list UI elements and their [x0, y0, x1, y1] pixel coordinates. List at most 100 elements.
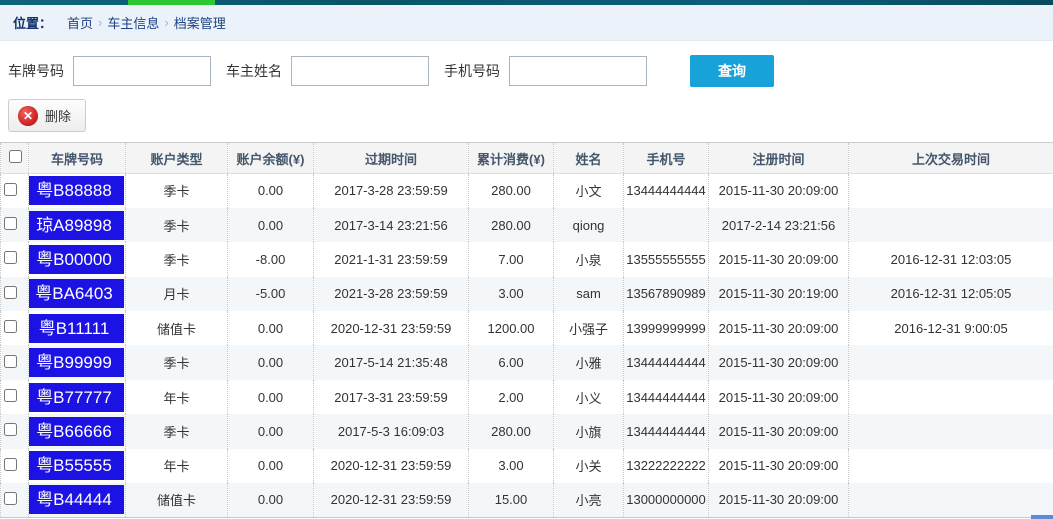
plate-cell: 粤B11111 [28, 311, 126, 346]
plate-number-label: 车牌号码 [8, 63, 64, 79]
table-row: 粤B55555 年卡 0.00 2020-12-31 23:59:59 3.00 小关 13… [0, 448, 1053, 484]
cell-total-spent: 3.00 [468, 448, 554, 484]
cell-balance: 0.00 [227, 448, 314, 484]
select-all-checkbox[interactable] [9, 150, 22, 163]
plate-number-field-group: 车牌号码 [8, 56, 211, 86]
row-select-cell [0, 173, 29, 208]
records-table: 车牌号码 账户类型 账户余额(¥) 过期时间 累计消费(¥) 姓名 手机号 注册时间 上次交易时… [0, 142, 1053, 518]
cell-expire-time: 2021-1-31 23:59:59 [313, 242, 469, 277]
breadcrumb-item-archive-mgmt[interactable]: 档案管理 [173, 16, 226, 31]
table-row: 琼A89898 季卡 0.00 2017-3-14 23:21:56 280.00 qio… [0, 207, 1053, 243]
row-checkbox[interactable] [4, 182, 17, 196]
cell-account-type: 储值卡 [125, 311, 228, 346]
column-header: 上次交易时间 [848, 142, 1053, 174]
delete-x-icon: ✕ [18, 105, 38, 126]
row-checkbox[interactable] [4, 251, 17, 265]
cell-balance: 0.00 [227, 207, 314, 243]
cell-name: qiong [553, 207, 624, 243]
breadcrumb-item-owner-info[interactable]: 车主信息 [107, 16, 160, 31]
cell-balance: 0.00 [227, 379, 314, 415]
cell-register-time: 2015-11-30 20:09:00 [708, 448, 849, 484]
cell-name: 小关 [553, 448, 624, 484]
cell-last-trade-time [848, 345, 1053, 380]
plate-badge[interactable]: 粤B77777 [28, 382, 124, 412]
table-row: 粤B00000 季卡 -8.00 2021-1-31 23:59:59 7.00 小泉 13… [0, 242, 1053, 277]
table-row: 粤B99999 季卡 0.00 2017-5-14 21:35:48 6.00 小雅 134… [0, 345, 1053, 380]
cell-register-time: 2015-11-30 20:09:00 [708, 483, 849, 518]
plate-badge[interactable]: 粤B99999 [28, 348, 124, 378]
cell-account-type: 储值卡 [125, 483, 228, 518]
records-table-wrap: 车牌号码 账户类型 账户余额(¥) 过期时间 累计消费(¥) 姓名 手机号 注册时间 上次交易时… [0, 142, 1053, 518]
cell-name: 小雅 [553, 345, 624, 380]
row-select-cell [0, 379, 29, 415]
table-header-row: 车牌号码 账户类型 账户余额(¥) 过期时间 累计消费(¥) 姓名 手机号 注册时间 上次交易时… [0, 142, 1053, 174]
row-checkbox[interactable] [4, 285, 17, 299]
cell-account-type: 季卡 [125, 242, 228, 277]
row-checkbox[interactable] [4, 423, 17, 437]
breadcrumb-label: 位置： [13, 16, 53, 31]
query-button[interactable]: 查询 [690, 55, 774, 87]
cell-balance: 0.00 [227, 483, 314, 518]
cell-last-trade-time [848, 483, 1053, 518]
phone-number-input[interactable] [509, 56, 647, 86]
cell-expire-time: 2017-3-14 23:21:56 [313, 207, 469, 243]
cell-total-spent: 280.00 [468, 173, 554, 208]
plate-badge[interactable]: 粤B66666 [28, 416, 124, 446]
cell-expire-time: 2020-12-31 23:59:59 [313, 448, 469, 484]
cell-phone: 13567890989 [623, 276, 709, 312]
cell-register-time: 2015-11-30 20:09:00 [708, 242, 849, 277]
plate-badge[interactable]: 粤B00000 [28, 244, 124, 274]
plate-badge[interactable]: 琼A89898 [28, 210, 124, 240]
cell-register-time: 2015-11-30 20:19:00 [708, 276, 849, 312]
cell-name: sam [553, 276, 624, 312]
plate-cell: 粤B55555 [28, 448, 126, 484]
row-select-cell [0, 483, 29, 518]
row-select-cell [0, 242, 29, 277]
column-header: 姓名 [553, 142, 624, 174]
cell-last-trade-time [848, 379, 1053, 415]
plate-badge[interactable]: 粤B11111 [28, 313, 124, 343]
row-select-cell [0, 414, 29, 449]
cell-total-spent: 3.00 [468, 276, 554, 312]
plate-badge[interactable]: 粤B88888 [28, 176, 124, 206]
plate-badge[interactable]: 粤B55555 [28, 451, 124, 481]
plate-cell: 粤B66666 [28, 414, 126, 449]
row-checkbox[interactable] [4, 457, 17, 471]
cell-register-time: 2015-11-30 20:09:00 [708, 414, 849, 449]
cell-phone: 13999999999 [623, 311, 709, 346]
row-checkbox[interactable] [4, 320, 17, 334]
cell-phone [623, 207, 709, 243]
column-header: 过期时间 [313, 142, 469, 174]
plate-badge[interactable]: 粤B44444 [28, 485, 124, 515]
cell-balance: 0.00 [227, 311, 314, 346]
row-checkbox[interactable] [4, 354, 17, 368]
column-header: 累计消费(¥) [468, 142, 554, 174]
table-row: 粤B66666 季卡 0.00 2017-5-3 16:09:03 280.00 小旗 13… [0, 414, 1053, 449]
cell-register-time: 2015-11-30 20:09:00 [708, 345, 849, 380]
horizontal-scrollbar-thumb[interactable] [1031, 515, 1053, 519]
cell-phone: 13444444444 [623, 173, 709, 208]
delete-button[interactable]: ✕ 删除 [8, 99, 87, 132]
column-header: 账户类型 [125, 142, 228, 174]
owner-name-input[interactable] [291, 56, 429, 86]
cell-account-type: 月卡 [125, 276, 228, 312]
cell-account-type: 季卡 [125, 345, 228, 380]
column-header: 车牌号码 [28, 142, 126, 174]
cell-balance: 0.00 [227, 345, 314, 380]
cell-name: 小文 [553, 173, 624, 208]
plate-cell: 粤B88888 [28, 173, 126, 208]
plate-number-input[interactable] [73, 56, 211, 86]
cell-phone: 13444444444 [623, 414, 709, 449]
breadcrumb: 位置： 首页 › 车主信息 › 档案管理 [0, 5, 1053, 41]
cell-balance: -8.00 [227, 242, 314, 277]
cell-total-spent: 280.00 [468, 414, 554, 449]
row-select-cell [0, 311, 29, 346]
row-checkbox[interactable] [4, 491, 17, 505]
breadcrumb-item-home[interactable]: 首页 [67, 16, 94, 31]
row-select-cell [0, 276, 29, 312]
row-checkbox[interactable] [4, 389, 17, 403]
plate-badge[interactable]: 粤BA6403 [28, 279, 124, 309]
row-checkbox[interactable] [4, 217, 17, 231]
plate-cell: 粤B44444 [28, 483, 126, 518]
breadcrumb-separator-icon: › [98, 15, 103, 30]
